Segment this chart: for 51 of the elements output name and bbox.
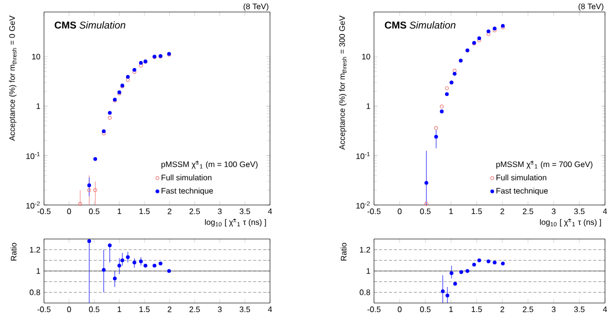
point [452,68,456,73]
point [112,276,117,280]
point [486,260,490,264]
point [434,134,438,139]
point [486,32,490,36]
point [452,72,456,76]
point [459,270,464,274]
point [446,294,450,298]
point [453,282,458,286]
point [445,92,449,96]
point [108,116,112,120]
point [87,239,92,244]
point [139,260,143,264]
point [108,244,112,248]
point [87,188,92,192]
point [93,188,98,192]
point [102,132,106,136]
point [87,183,92,188]
point [144,264,148,268]
point [126,255,130,260]
point [158,262,162,266]
point [126,78,130,82]
point [167,269,171,273]
point [477,258,482,262]
annotation: CMS Simulation [384,21,456,29]
point [93,157,98,161]
point [424,180,428,185]
point [139,60,143,65]
point [139,64,143,68]
annotation: CMS Simulation [54,21,126,29]
point [440,104,444,108]
point [440,289,445,294]
point [440,110,444,114]
point [472,262,476,266]
point [126,74,130,79]
point [486,29,490,34]
point [466,269,470,273]
point [120,258,124,262]
point [434,126,438,130]
point [450,271,454,276]
point [132,260,136,264]
point [117,264,122,268]
point [445,86,449,90]
point [108,110,112,115]
point [132,68,136,72]
point [102,129,106,134]
point [424,202,428,206]
point [152,264,156,268]
point [102,268,106,272]
point [492,260,497,264]
point [500,262,505,266]
